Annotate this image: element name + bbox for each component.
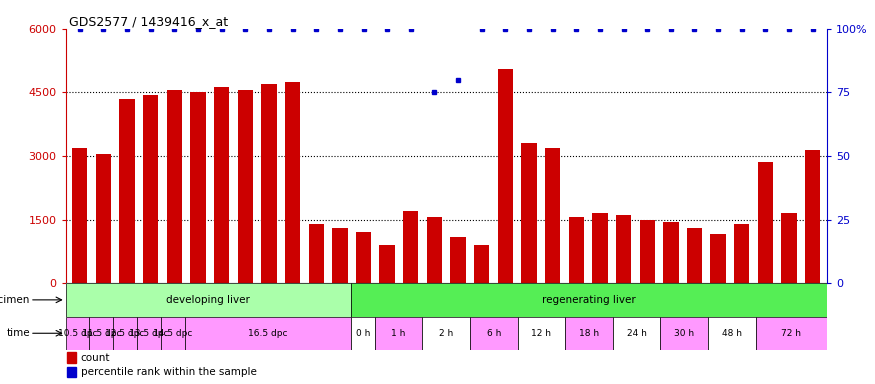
Bar	[545, 147, 560, 283]
Bar	[423, 316, 470, 350]
Bar	[708, 316, 755, 350]
Bar	[285, 82, 300, 283]
Bar	[427, 217, 442, 283]
Bar	[95, 154, 111, 283]
Bar	[380, 245, 395, 283]
Bar	[710, 234, 725, 283]
Text: specimen: specimen	[0, 295, 30, 305]
Text: 12 h: 12 h	[531, 329, 551, 338]
Bar	[612, 316, 661, 350]
Bar	[351, 316, 374, 350]
Bar	[470, 316, 518, 350]
Bar	[522, 143, 536, 283]
Bar	[238, 90, 253, 283]
Bar	[616, 215, 631, 283]
Bar	[518, 316, 565, 350]
Bar	[687, 228, 702, 283]
Text: 6 h: 6 h	[487, 329, 501, 338]
Bar	[498, 69, 513, 283]
Bar	[663, 222, 678, 283]
Bar	[805, 150, 821, 283]
Text: percentile rank within the sample: percentile rank within the sample	[80, 367, 256, 377]
Bar	[262, 84, 276, 283]
Bar	[66, 283, 351, 316]
Text: 18 h: 18 h	[579, 329, 599, 338]
Text: 30 h: 30 h	[674, 329, 694, 338]
Bar	[565, 316, 612, 350]
Text: 13.5 dpc: 13.5 dpc	[130, 329, 169, 338]
Text: 14.5 dpc: 14.5 dpc	[153, 329, 192, 338]
Bar	[143, 94, 158, 283]
Text: 16.5 dpc: 16.5 dpc	[248, 329, 288, 338]
Text: 11.5 dpc: 11.5 dpc	[81, 329, 121, 338]
Text: 10.5 dpc: 10.5 dpc	[58, 329, 97, 338]
Text: 12.5 dpc: 12.5 dpc	[105, 329, 144, 338]
Bar	[167, 90, 182, 283]
Bar	[214, 87, 229, 283]
Text: regenerating liver: regenerating liver	[542, 295, 636, 305]
Bar	[451, 237, 466, 283]
Bar	[119, 99, 135, 283]
Bar	[351, 283, 827, 316]
Text: developing liver: developing liver	[166, 295, 250, 305]
Bar	[403, 211, 418, 283]
Bar	[332, 228, 347, 283]
Bar	[755, 316, 827, 350]
Text: 24 h: 24 h	[626, 329, 647, 338]
Bar	[474, 245, 489, 283]
Bar	[592, 213, 607, 283]
Bar	[661, 316, 708, 350]
Bar	[309, 224, 324, 283]
Text: count: count	[80, 353, 110, 362]
Bar	[89, 316, 113, 350]
Bar	[113, 316, 137, 350]
Bar	[734, 224, 750, 283]
Bar	[72, 147, 88, 283]
Bar	[161, 316, 185, 350]
Text: 1 h: 1 h	[391, 329, 406, 338]
Bar	[569, 217, 584, 283]
Text: 0 h: 0 h	[356, 329, 370, 338]
Text: GDS2577 / 1439416_x_at: GDS2577 / 1439416_x_at	[69, 15, 228, 28]
Bar	[66, 316, 89, 350]
Text: 48 h: 48 h	[722, 329, 742, 338]
Bar	[67, 367, 76, 377]
Bar	[356, 232, 371, 283]
Text: 72 h: 72 h	[781, 329, 802, 338]
Bar	[758, 162, 774, 283]
Text: time: time	[6, 328, 30, 338]
Text: 2 h: 2 h	[439, 329, 453, 338]
Bar	[67, 352, 76, 362]
Bar	[781, 213, 797, 283]
Bar	[185, 316, 351, 350]
Bar	[640, 220, 654, 283]
Bar	[374, 316, 423, 350]
Bar	[137, 316, 161, 350]
Bar	[191, 91, 206, 283]
